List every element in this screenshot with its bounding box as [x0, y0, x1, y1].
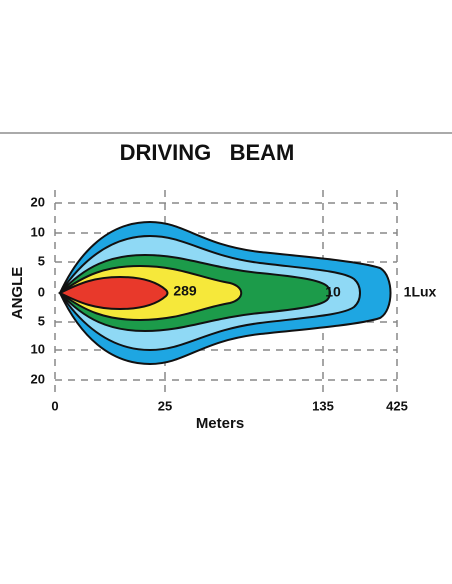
y-tick-label: 5 [38, 313, 45, 328]
x-tick-labels: 0 25 135 425 [51, 398, 407, 413]
x-axis-label: Meters [196, 415, 244, 432]
zone-red [57, 275, 169, 311]
y-tick-label: 10 [31, 224, 45, 239]
y-tick-label: 5 [38, 253, 45, 268]
x-tick-label: 135 [312, 398, 334, 413]
y-tick-label: 20 [31, 194, 45, 209]
x-tick-label: 25 [158, 398, 172, 413]
x-tick-label: 425 [386, 398, 408, 413]
beam-pattern [57, 220, 392, 366]
y-tick-labels: 20 10 5 0 5 10 20 [31, 194, 45, 386]
title: DRIVING BEAM [120, 140, 295, 165]
contour-label: 10 [325, 284, 341, 300]
y-tick-label: 10 [31, 341, 45, 356]
contour-label: 1Lux [404, 284, 437, 300]
y-axis-label: ANGLE [9, 267, 26, 320]
contour-label: 289 [173, 283, 197, 299]
y-tick-label: 0 [38, 284, 45, 299]
x-tick-label: 0 [51, 398, 58, 413]
y-tick-label: 20 [31, 371, 45, 386]
